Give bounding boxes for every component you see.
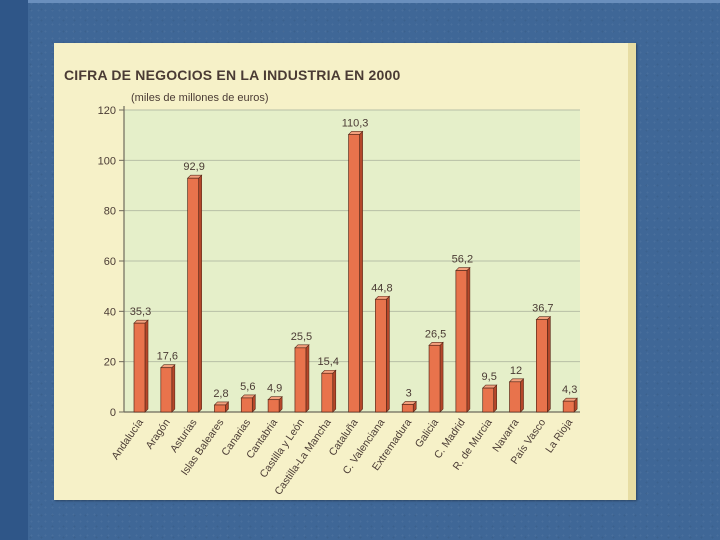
bar (348, 134, 360, 413)
bar-value-label: 36,7 (532, 303, 553, 315)
bar-value-label: 92,9 (183, 161, 204, 173)
bar-value-label: 25,5 (291, 331, 312, 343)
x-tick-label: La Rioja (543, 417, 575, 456)
y-tick-label: 80 (104, 206, 116, 218)
bar-value-label: 56,2 (452, 254, 473, 266)
bar (240, 397, 253, 413)
bar (562, 400, 575, 413)
bar-value-label: 9,5 (482, 371, 497, 383)
y-tick-label: 20 (104, 357, 116, 369)
bar-value-label: 12 (510, 365, 522, 377)
x-tick-label: Andalucía (109, 417, 146, 462)
y-tick-label: 120 (98, 105, 116, 117)
bar-side (144, 319, 149, 413)
chart-title: CIFRA DE NEGOCIOS EN LA INDUSTRIA EN 200… (64, 67, 400, 83)
bar-value-label: 5,6 (240, 381, 255, 393)
bar-value-label: 26,5 (425, 328, 446, 340)
bar-value-label: 44,8 (371, 282, 392, 294)
bar (187, 177, 199, 413)
bar-value-label: 4,9 (267, 383, 282, 395)
bar-value-label: 4,3 (562, 384, 577, 396)
bar-side (359, 130, 363, 413)
bar (321, 372, 334, 413)
x-tick-label: Galicia (413, 417, 441, 450)
bar (401, 404, 414, 413)
chart-subtitle: (miles de millones de euros) (131, 92, 269, 104)
bar-side (547, 315, 551, 413)
slide-top-line (28, 0, 720, 3)
bar (455, 270, 468, 413)
y-tick-label: 60 (104, 256, 116, 268)
bar-side (386, 295, 390, 413)
bar (428, 344, 441, 413)
bar (509, 381, 521, 413)
bar (214, 404, 226, 413)
bar-value-label: 17,6 (157, 351, 178, 363)
bar-value-label: 2,8 (213, 388, 228, 400)
bar-side (305, 344, 310, 413)
bar-value-label: 110,3 (342, 117, 369, 129)
bar-side (466, 266, 471, 413)
bar-side (520, 378, 524, 413)
bar (267, 399, 280, 413)
bar-value-label: 35,3 (130, 306, 151, 318)
chart-paper-edge (628, 43, 636, 500)
slide-left-band (0, 0, 28, 540)
y-tick-label: 0 (110, 407, 116, 419)
y-tick-label: 40 (104, 306, 116, 318)
bar (375, 298, 387, 413)
bar-side (439, 341, 444, 413)
bar (294, 347, 307, 413)
bar (160, 367, 173, 413)
bar-side (332, 369, 337, 413)
plot-area: 12010080604020035,3Andalucía17,6Aragón92… (98, 105, 580, 497)
bar (482, 387, 495, 413)
bar-value-label: 15,4 (318, 356, 339, 368)
bar-side (493, 384, 498, 413)
bar (133, 322, 146, 413)
bar-side (171, 363, 176, 413)
y-tick-label: 100 (98, 155, 116, 167)
bar (536, 319, 548, 413)
bar-value-label: 3 (406, 387, 412, 399)
bar-side (198, 174, 202, 413)
